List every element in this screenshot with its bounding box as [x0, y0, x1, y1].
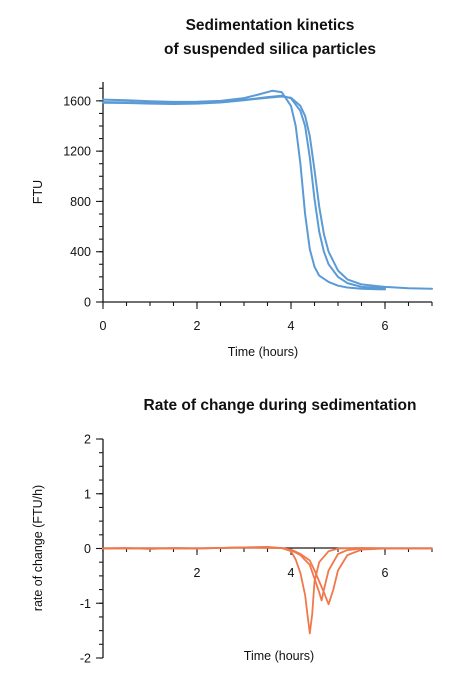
y-axis-ticks: 0 400 800 1200 1600: [63, 87, 103, 310]
y-tick-label: -1: [80, 597, 91, 611]
y-axis-label: FTU: [31, 180, 45, 204]
series-group: [102, 546, 433, 635]
x-axis-ticks: 0 2 4 6: [100, 302, 433, 333]
chart-title-line-1: Sedimentation kinetics: [186, 17, 355, 34]
y-tick-label: 400: [70, 245, 91, 259]
y-tick-label: 2: [84, 433, 91, 447]
x-tick-label: 2: [194, 566, 201, 580]
x-tick-label: 2: [194, 319, 201, 333]
x-axis-label: Time (hours): [228, 345, 298, 359]
y-tick-label: 0: [84, 542, 91, 556]
x-axis-label: Time (hours): [244, 649, 314, 663]
y-tick-label: -2: [80, 652, 91, 666]
y-tick-label: 0: [84, 296, 91, 310]
x-tick-label: 6: [382, 319, 389, 333]
series-line-2: [102, 94, 386, 290]
y-axis-ticks: -2 -1 0 1 2: [80, 433, 103, 666]
chart-title: Rate of change during sedimentation: [144, 397, 417, 414]
series-group: [102, 89, 433, 291]
x-tick-label: 4: [288, 566, 295, 580]
x-tick-label: 6: [382, 566, 389, 580]
x-axis-ticks: 2 4 6: [102, 548, 433, 580]
chart-title-line-2: of suspended silica particles: [164, 41, 376, 58]
chart-sedimentation-kinetics: Sedimentation kinetics of suspended sili…: [31, 17, 433, 359]
y-tick-label: 1200: [63, 145, 91, 159]
y-tick-label: 1: [84, 487, 91, 501]
series-line-1: [102, 89, 386, 291]
series-line-3: [102, 95, 433, 290]
y-axis-label: rate of change (FTU/h): [31, 485, 45, 611]
y-tick-label: 1600: [63, 94, 91, 108]
x-tick-label: 4: [288, 319, 295, 333]
x-tick-label: 0: [100, 319, 107, 333]
y-tick-label: 800: [70, 195, 91, 209]
series-line-1: [102, 546, 433, 635]
chart-rate-of-change: Rate of change during sedimentation -2 -1…: [31, 397, 433, 666]
series-line-3: [102, 546, 433, 606]
